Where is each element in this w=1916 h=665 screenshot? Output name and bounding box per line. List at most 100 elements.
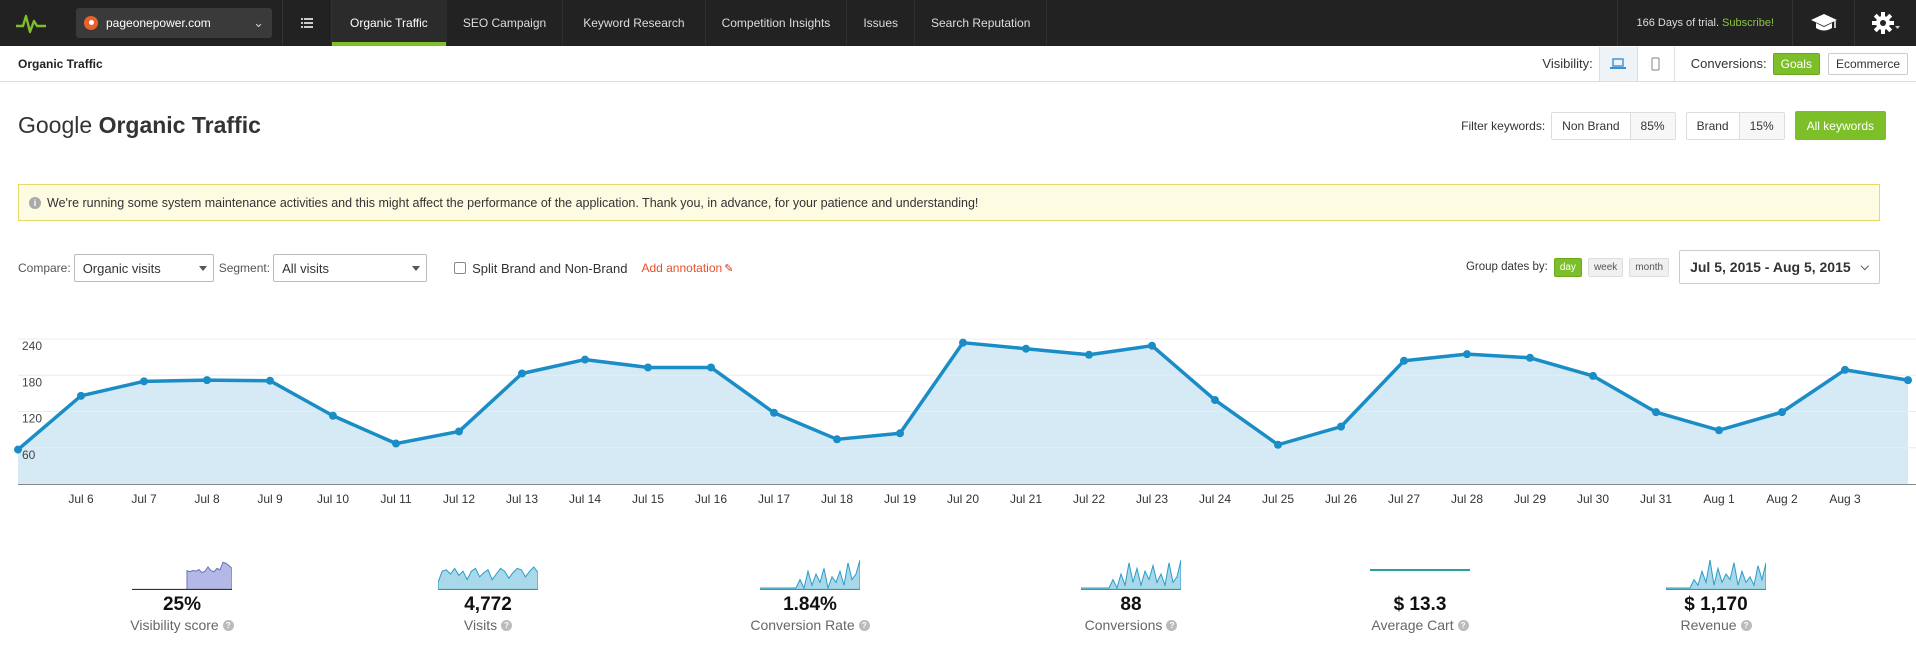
x-tick-label: Jul 25 — [1262, 492, 1294, 506]
metric-label-row: Conversions? — [1031, 617, 1231, 633]
x-tick-label: Jul 19 — [884, 492, 916, 506]
data-point — [707, 363, 715, 372]
mobile-toggle[interactable] — [1636, 46, 1675, 81]
group-month-button[interactable]: month — [1629, 257, 1670, 277]
nav-keyword-research[interactable]: Keyword Research — [563, 0, 706, 46]
pencil-icon: ✎ — [724, 263, 734, 275]
all-keywords-button[interactable]: All keywords — [1794, 111, 1886, 140]
x-tick-label: Aug 1 — [1703, 492, 1735, 506]
metric-value: $ 1,170 — [1684, 594, 1748, 615]
metric-card[interactable]: $ 13.3 Average Cart? — [1320, 558, 1520, 633]
non-brand-filter-button[interactable]: Non Brand 85% — [1551, 111, 1676, 140]
metric-value: $ 13.3 — [1393, 594, 1447, 615]
page-title-bold: Organic Traffic — [98, 112, 261, 138]
notice-text: We're running some system maintenance ac… — [47, 195, 979, 210]
x-tick-label: Jul 30 — [1577, 492, 1609, 506]
help-icon[interactable]: ? — [1166, 619, 1178, 631]
app-logo-icon[interactable] — [0, 0, 62, 46]
x-tick-label: Jul 23 — [1136, 492, 1168, 506]
group-dates-control: Group dates by: day week month Jul 5, 20… — [1466, 250, 1880, 284]
metric-card[interactable]: $ 1,170 Revenue? — [1616, 558, 1816, 633]
gear-icon[interactable] — [1854, 0, 1916, 46]
nav-competition-insights[interactable]: Competition Insights — [706, 0, 848, 46]
brand-filter-button[interactable]: Brand 15% — [1685, 111, 1785, 140]
x-tick-label: Jul 22 — [1073, 492, 1105, 506]
data-point — [1904, 376, 1912, 385]
metric-label-row: Revenue? — [1616, 617, 1816, 633]
y-tick-label: 60 — [22, 448, 36, 462]
ecommerce-button[interactable]: Ecommerce — [1827, 52, 1908, 75]
x-tick-label: Jul 18 — [821, 492, 853, 506]
data-point — [770, 408, 778, 417]
data-point — [959, 338, 967, 347]
brand-percent: 15% — [1738, 112, 1784, 139]
nav-seo-campaign[interactable]: SEO Campaign — [447, 0, 564, 46]
metric-card[interactable]: 88 Conversions? — [1031, 558, 1231, 633]
group-week-button[interactable]: week — [1587, 257, 1624, 277]
top-navbar: pageonepower.com ⌄ Organic Traffic SEO C… — [0, 0, 1916, 46]
checkbox-box[interactable] — [454, 262, 467, 274]
data-point — [1589, 371, 1597, 380]
desktop-toggle[interactable] — [1598, 46, 1637, 81]
nav-issues[interactable]: Issues — [847, 0, 915, 46]
graduation-cap-icon[interactable] — [1792, 0, 1854, 46]
menu-list-icon[interactable] — [282, 0, 332, 46]
data-point — [1337, 422, 1345, 431]
help-icon[interactable]: ? — [222, 619, 234, 631]
x-tick-label: Jul 28 — [1451, 492, 1483, 506]
keyword-filter: Filter keywords: Non Brand 85% Brand 15%… — [1461, 111, 1886, 140]
site-selector[interactable]: pageonepower.com ⌄ — [76, 8, 272, 38]
trial-status: 166 Days of trial. Subscribe! — [1617, 0, 1792, 46]
site-name: pageonepower.com — [106, 16, 211, 30]
info-icon: i — [29, 196, 41, 209]
maintenance-notice: i We're running some system maintenance … — [18, 184, 1880, 221]
date-range-picker[interactable]: Jul 5, 2015 - Aug 5, 2015 ⌵ — [1679, 250, 1880, 284]
sparkline — [132, 561, 232, 590]
data-point — [1715, 426, 1723, 435]
metric-card[interactable]: 1.84% Conversion Rate? — [710, 558, 910, 633]
compare-value: Organic visits — [82, 260, 161, 276]
metric-card[interactable]: 25% Visibility score? — [82, 558, 282, 633]
subscribe-link[interactable]: Subscribe! — [1722, 17, 1774, 29]
page-title: Google Organic Traffic — [18, 112, 261, 139]
split-brand-checkbox[interactable]: Split Brand and Non-Brand — [454, 261, 627, 276]
brand-label: Brand — [1696, 118, 1729, 133]
metric-label-row: Conversion Rate? — [710, 617, 910, 633]
sparkline-area — [438, 566, 538, 590]
add-annotation-label: Add annotation — [641, 261, 723, 275]
help-icon[interactable]: ? — [858, 619, 870, 631]
data-point — [1400, 356, 1408, 365]
add-annotation-link[interactable]: Add annotation ✎ — [641, 261, 733, 275]
organic-traffic-chart: 60 120 180 240 Jul 6 Jul 7 Jul 8 Jul 9 Jul 10 Jul… — [14, 338, 1916, 506]
nav-search-reputation[interactable]: Search Reputation — [915, 0, 1048, 46]
metric-label-row: Visibility score? — [82, 617, 282, 633]
x-tick-label: Jul 7 — [131, 492, 157, 506]
metric-label: Conversions — [1084, 617, 1163, 633]
x-tick-label: Jul 6 — [68, 492, 94, 506]
sparkline — [1370, 569, 1470, 571]
compare-select[interactable]: Organic visits — [73, 254, 214, 282]
nav-organic-traffic[interactable]: Organic Traffic — [332, 0, 447, 46]
segment-select[interactable]: All visits — [273, 254, 428, 282]
help-icon[interactable]: ? — [1457, 619, 1469, 631]
data-point — [1652, 408, 1660, 417]
metric-label: Revenue — [1680, 617, 1737, 633]
sparkline — [1666, 559, 1766, 590]
help-icon[interactable]: ? — [501, 619, 513, 631]
data-point — [329, 411, 337, 420]
visibility-label: Visibility: — [1542, 56, 1593, 71]
non-brand-label: Non Brand — [1562, 118, 1620, 133]
data-point — [203, 376, 211, 385]
help-icon[interactable]: ? — [1740, 619, 1752, 631]
caret-down-icon — [412, 266, 421, 271]
chevron-down-icon: ⌄ — [253, 15, 264, 30]
goals-button[interactable]: Goals — [1772, 52, 1820, 75]
phone-icon — [1651, 56, 1660, 71]
segment-value: All visits — [282, 260, 330, 276]
group-day-button[interactable]: day — [1553, 257, 1582, 277]
x-tick-label: Jul 24 — [1199, 492, 1231, 506]
series-area — [18, 342, 1908, 484]
metric-label: Visits — [463, 617, 498, 633]
metric-card[interactable]: 4,772 Visits? — [388, 558, 588, 633]
non-brand-percent: 85% — [1629, 112, 1675, 139]
